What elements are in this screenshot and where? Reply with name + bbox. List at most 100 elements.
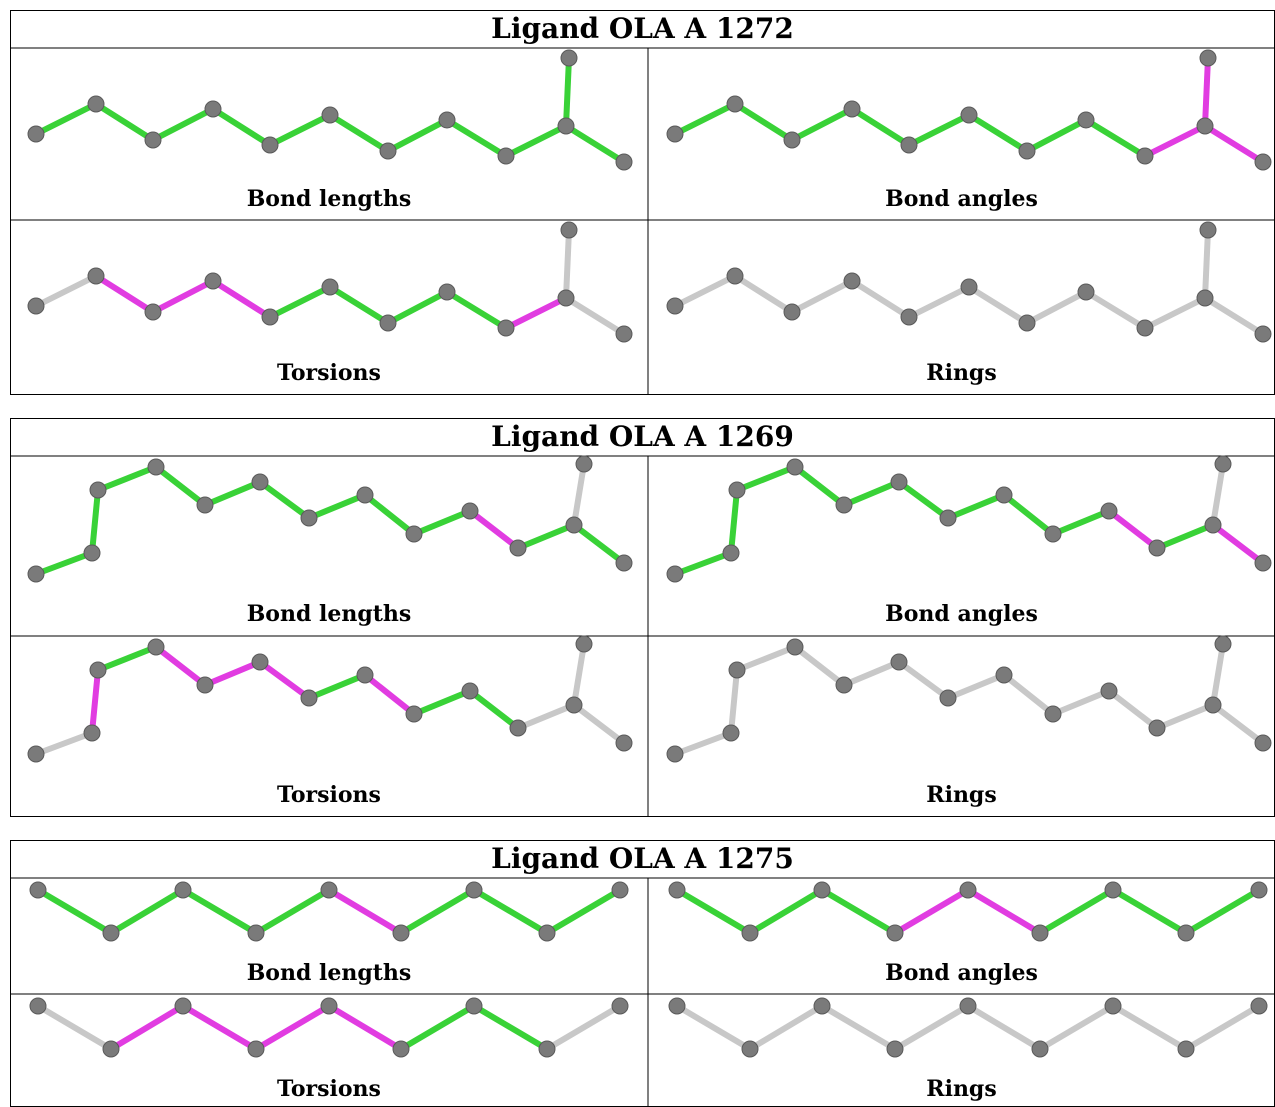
atom: [83, 724, 101, 742]
atom: [405, 705, 423, 723]
bond-outlier: [1202, 123, 1266, 165]
atom: [356, 666, 374, 684]
bond-outlier: [89, 667, 101, 736]
atom: [174, 997, 192, 1015]
atom: [560, 49, 578, 67]
caption-rings: Rings: [926, 1076, 997, 1102]
atom: [615, 153, 633, 171]
atom: [1077, 283, 1095, 301]
atom: [320, 997, 338, 1015]
bond-ok: [202, 479, 263, 508]
atom: [666, 565, 684, 583]
bond-ok: [849, 106, 912, 148]
atom: [261, 308, 279, 326]
atom: [939, 509, 957, 527]
bond-unassessed: [544, 1003, 623, 1052]
bond-ok: [362, 492, 417, 537]
molecule-bond-lengths: [27, 455, 633, 583]
atom: [668, 881, 686, 899]
atom: [251, 653, 269, 671]
atom: [1136, 319, 1154, 337]
atom: [405, 525, 423, 543]
molecule-bond-angles: [666, 49, 1272, 171]
atom: [835, 496, 853, 514]
bond-unassessed: [1202, 295, 1266, 337]
bond-unassessed: [1001, 672, 1056, 717]
atom: [438, 111, 456, 129]
bond-outlier: [1202, 55, 1211, 129]
atom: [461, 682, 479, 700]
bond-unassessed: [849, 278, 912, 320]
atom: [1196, 117, 1214, 135]
bond-outlier: [1106, 508, 1160, 551]
atom: [1104, 881, 1122, 899]
caption-bond-lengths: Bond lengths: [246, 186, 412, 212]
atom: [321, 106, 339, 124]
bond-ok: [672, 550, 734, 577]
bond-ok: [732, 101, 795, 143]
bond-ok: [1110, 887, 1189, 936]
atom: [497, 319, 515, 337]
atom: [783, 131, 801, 149]
molecule-figure-1269: [10, 418, 1275, 817]
bond-ok: [1037, 887, 1116, 936]
bond-outlier: [93, 273, 156, 315]
caption-bond-lengths: Bond lengths: [246, 960, 412, 986]
atom: [575, 455, 593, 473]
atom: [1254, 734, 1272, 752]
atom: [722, 724, 740, 742]
atom: [843, 272, 861, 290]
bond-ok: [747, 887, 825, 936]
bond-ok: [95, 644, 159, 673]
bond-unassessed: [1183, 1003, 1262, 1052]
atom: [87, 95, 105, 113]
block-title: Ligand OLA A 1269: [491, 420, 794, 453]
molecule-bond-lengths: [27, 49, 633, 171]
bond-outlier: [326, 887, 404, 936]
bond-ok: [515, 522, 577, 551]
bond-ok: [327, 112, 391, 154]
atom: [1148, 719, 1166, 737]
bond-outlier: [257, 659, 312, 701]
atom: [144, 131, 162, 149]
atom: [1136, 147, 1154, 165]
bond-ok: [1154, 522, 1216, 551]
atom: [204, 272, 222, 290]
bond-outlier: [180, 1003, 259, 1052]
bond-outlier: [210, 278, 273, 320]
atom: [89, 661, 107, 679]
caption-torsions: Torsions: [277, 1076, 381, 1102]
bond-unassessed: [896, 659, 951, 701]
bond-outlier: [1142, 123, 1208, 159]
atom: [144, 303, 162, 321]
caption-rings: Rings: [926, 360, 997, 386]
bond-ok: [734, 464, 798, 493]
bond-ok: [33, 550, 95, 577]
bond-unassessed: [563, 295, 627, 337]
atom: [741, 1040, 759, 1058]
molecule-rings: [666, 635, 1272, 763]
atom: [29, 997, 47, 1015]
bond-ok: [35, 887, 114, 936]
caption-torsions: Torsions: [277, 360, 381, 386]
bond-ok: [471, 887, 550, 936]
bond-unassessed: [35, 1003, 114, 1052]
atom: [27, 745, 45, 763]
bond-ok: [571, 522, 627, 566]
bond-ok: [267, 284, 333, 320]
atom: [900, 136, 918, 154]
atom: [320, 881, 338, 899]
atom: [960, 106, 978, 124]
atom: [1204, 696, 1222, 714]
bond-outlier: [326, 1003, 404, 1052]
bond-ok: [503, 123, 569, 159]
bond-ok: [471, 1003, 550, 1052]
bond-ok: [1050, 508, 1112, 537]
bond-ok: [306, 672, 368, 701]
molecule-figure-1275: [10, 840, 1275, 1107]
bond-unassessed: [747, 1003, 825, 1052]
bond-unassessed: [1210, 641, 1226, 708]
atom: [722, 544, 740, 562]
atom: [497, 147, 515, 165]
atom: [321, 278, 339, 296]
